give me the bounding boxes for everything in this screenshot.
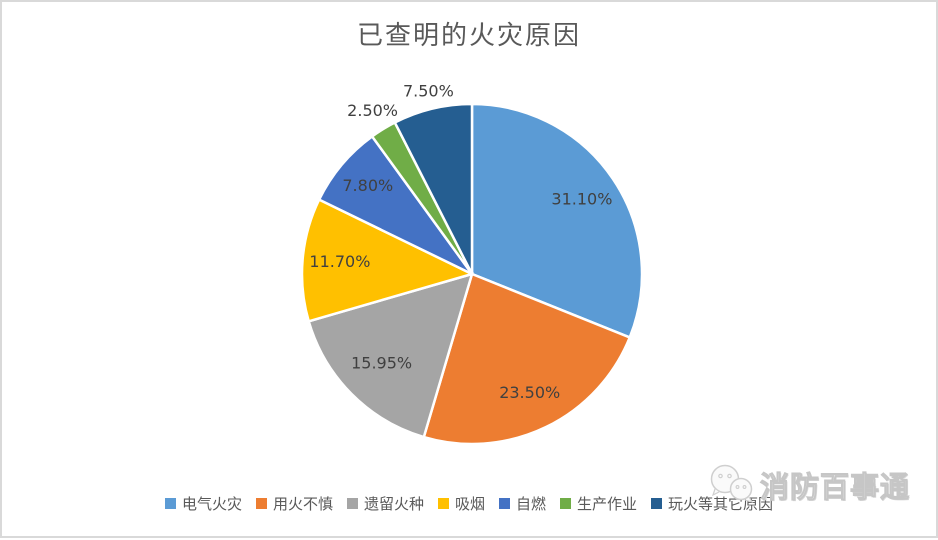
pie-slices <box>300 102 644 446</box>
pie-slice-label-6: 7.50% <box>403 82 454 101</box>
chart-title: 已查明的火灾原因 <box>356 21 581 51</box>
pie-slice-3 <box>300 197 476 323</box>
legend-item-4: 自燃 <box>499 493 546 514</box>
legend-item-1: 用火不慎 <box>255 493 333 514</box>
legend-item-6: 玩火等其它原因 <box>651 493 773 514</box>
legend-label-5: 生产作业 <box>577 495 638 513</box>
legend-marker-3 <box>437 498 449 509</box>
pie-slice-0 <box>470 102 644 340</box>
pie-slice-6 <box>393 102 474 275</box>
legend-label-4: 自燃 <box>516 495 547 513</box>
legend-marker-5 <box>560 498 572 509</box>
legend-marker-1 <box>255 498 267 509</box>
pie-slice-labels: 31.10% 23.50% 15.95% 11.70% 7.80% 2.50% 7.50% <box>309 82 612 402</box>
pie-slice-label-4: 7.80% <box>342 176 393 195</box>
legend-label-0: 电气火灾 <box>181 495 242 513</box>
legend-marker-6 <box>651 498 663 509</box>
legend-item-3: 吸烟 <box>437 493 485 514</box>
pie-slice-label-3: 11.70% <box>309 252 370 271</box>
legend-label-3: 吸烟 <box>454 495 485 513</box>
legend-label-2: 遗留火种 <box>363 495 424 513</box>
pie-slice-2 <box>307 272 474 439</box>
legend-marker-0 <box>164 498 176 509</box>
pie-slice-label-0: 31.10% <box>551 189 612 208</box>
legend-item-0: 电气火灾 <box>164 493 242 514</box>
legend-label-1: 用火不慎 <box>272 495 333 513</box>
legend-item-2: 遗留火种 <box>346 493 424 514</box>
pie-slice-1 <box>422 272 632 446</box>
pie-slice-label-1: 23.50% <box>499 383 560 402</box>
legend-marker-2 <box>346 498 358 509</box>
chart-legend: 电气火灾 用火不慎 遗留火种 吸烟 自燃 生产作业 玩火等其它原因 <box>2 493 936 514</box>
legend-label-6: 玩火等其它原因 <box>668 495 774 513</box>
pie-slice-label-2: 15.95% <box>351 353 412 372</box>
legend-marker-4 <box>499 498 510 509</box>
legend-item-5: 生产作业 <box>560 493 637 514</box>
pie-slice-label-5: 2.50% <box>347 101 398 120</box>
